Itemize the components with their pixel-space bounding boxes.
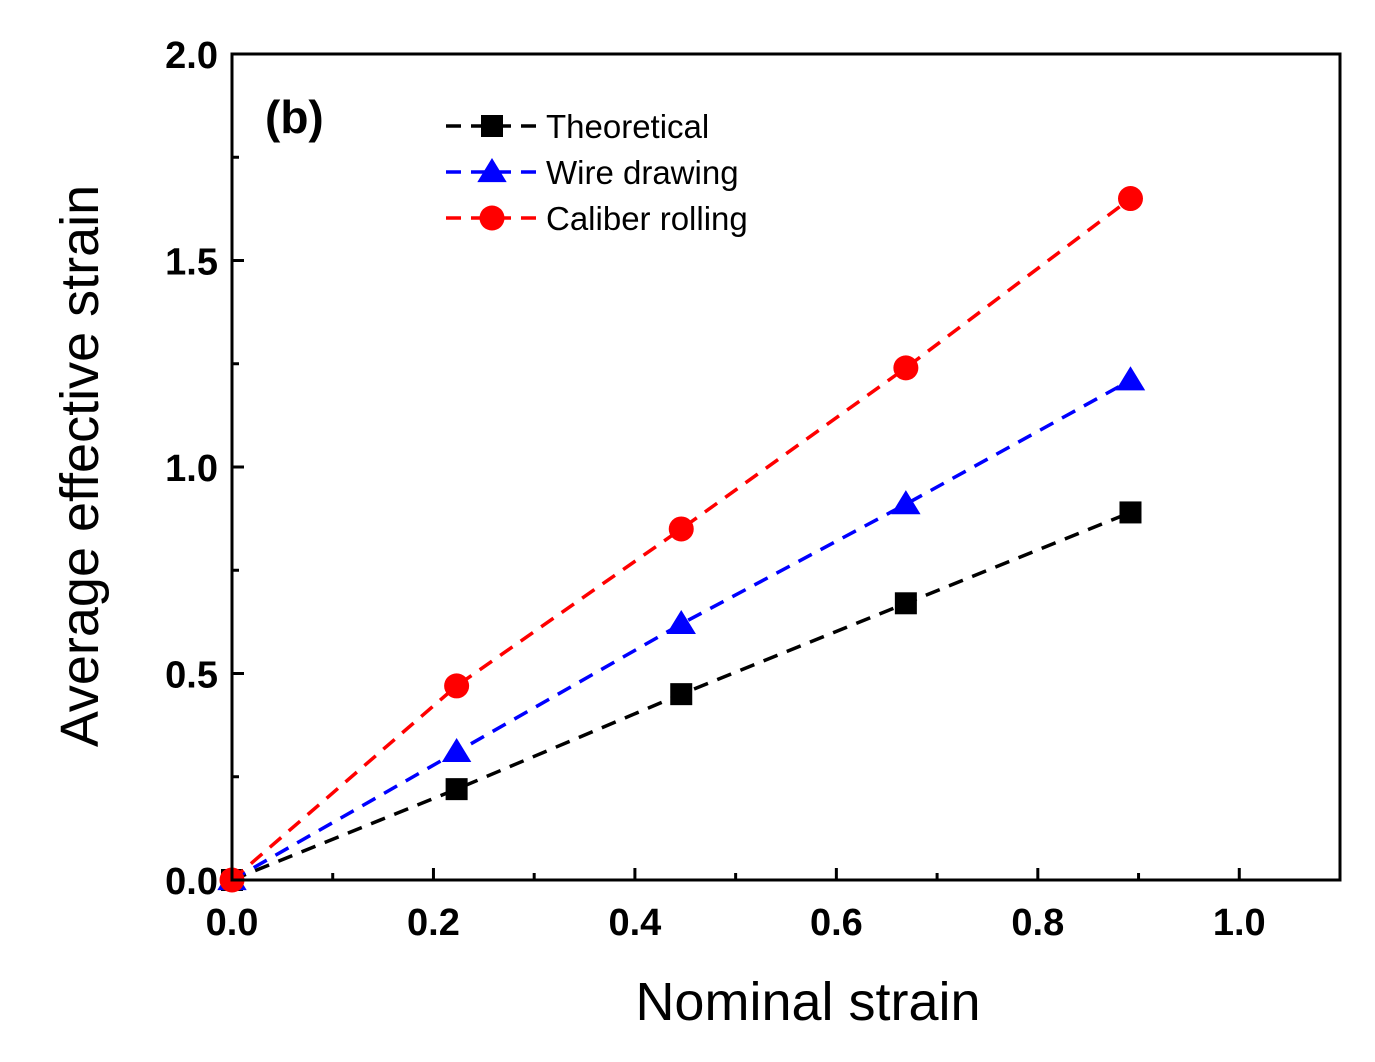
data-point xyxy=(670,683,693,706)
data-point xyxy=(1115,366,1146,391)
series-caliber-rolling xyxy=(219,186,1143,893)
legend-label: Caliber rolling xyxy=(546,200,748,237)
x-axis-title: Nominal strain xyxy=(635,972,980,1032)
data-point xyxy=(668,516,694,542)
y-tick-label: 2.0 xyxy=(165,35,218,77)
data-point xyxy=(1117,186,1143,212)
x-tick-label: 0.0 xyxy=(206,902,259,944)
y-tick-label: 0.5 xyxy=(165,655,218,697)
legend-item: Caliber rolling xyxy=(446,200,748,237)
series-wire-drawing xyxy=(217,366,1146,891)
y-tick-label: 1.0 xyxy=(165,448,218,490)
y-axis-title: Average effective strain xyxy=(50,185,110,747)
legend: Theoretical Wire drawing Caliber rolling xyxy=(446,108,748,237)
x-tick-label: 0.6 xyxy=(810,902,863,944)
x-tick-label: 0.8 xyxy=(1011,902,1064,944)
series-layer xyxy=(217,186,1146,893)
data-point xyxy=(441,737,472,763)
ticks-layer: 0.0 0.2 0.4 0.6 0.8 1.0 0.0 0.5 1.0 1.5 2.0 xyxy=(165,35,1342,944)
y-tick-label: 1.5 xyxy=(165,242,218,284)
data-point xyxy=(444,673,470,699)
legend-label: Theoretical xyxy=(546,108,709,145)
legend-marker xyxy=(477,158,507,183)
x-tick-label: 0.4 xyxy=(608,902,661,944)
series-theoretical xyxy=(221,501,1142,891)
panel-label: (b) xyxy=(265,91,324,143)
legend-marker xyxy=(479,205,505,231)
data-point xyxy=(891,490,921,515)
data-point xyxy=(894,592,917,615)
x-tick-label: 0.2 xyxy=(407,902,460,944)
series-line xyxy=(231,378,1132,882)
x-tick-label: 1.0 xyxy=(1213,902,1266,944)
legend-label: Wire drawing xyxy=(546,154,739,191)
data-point xyxy=(1119,501,1142,524)
data-point xyxy=(666,609,696,635)
data-point xyxy=(445,778,468,801)
data-point xyxy=(893,355,919,381)
legend-item: Theoretical xyxy=(446,108,709,145)
plot-frame xyxy=(230,52,1342,882)
legend-marker xyxy=(481,115,503,137)
legend-item: Wire drawing xyxy=(446,154,739,191)
y-tick-label: 0.0 xyxy=(165,861,218,903)
